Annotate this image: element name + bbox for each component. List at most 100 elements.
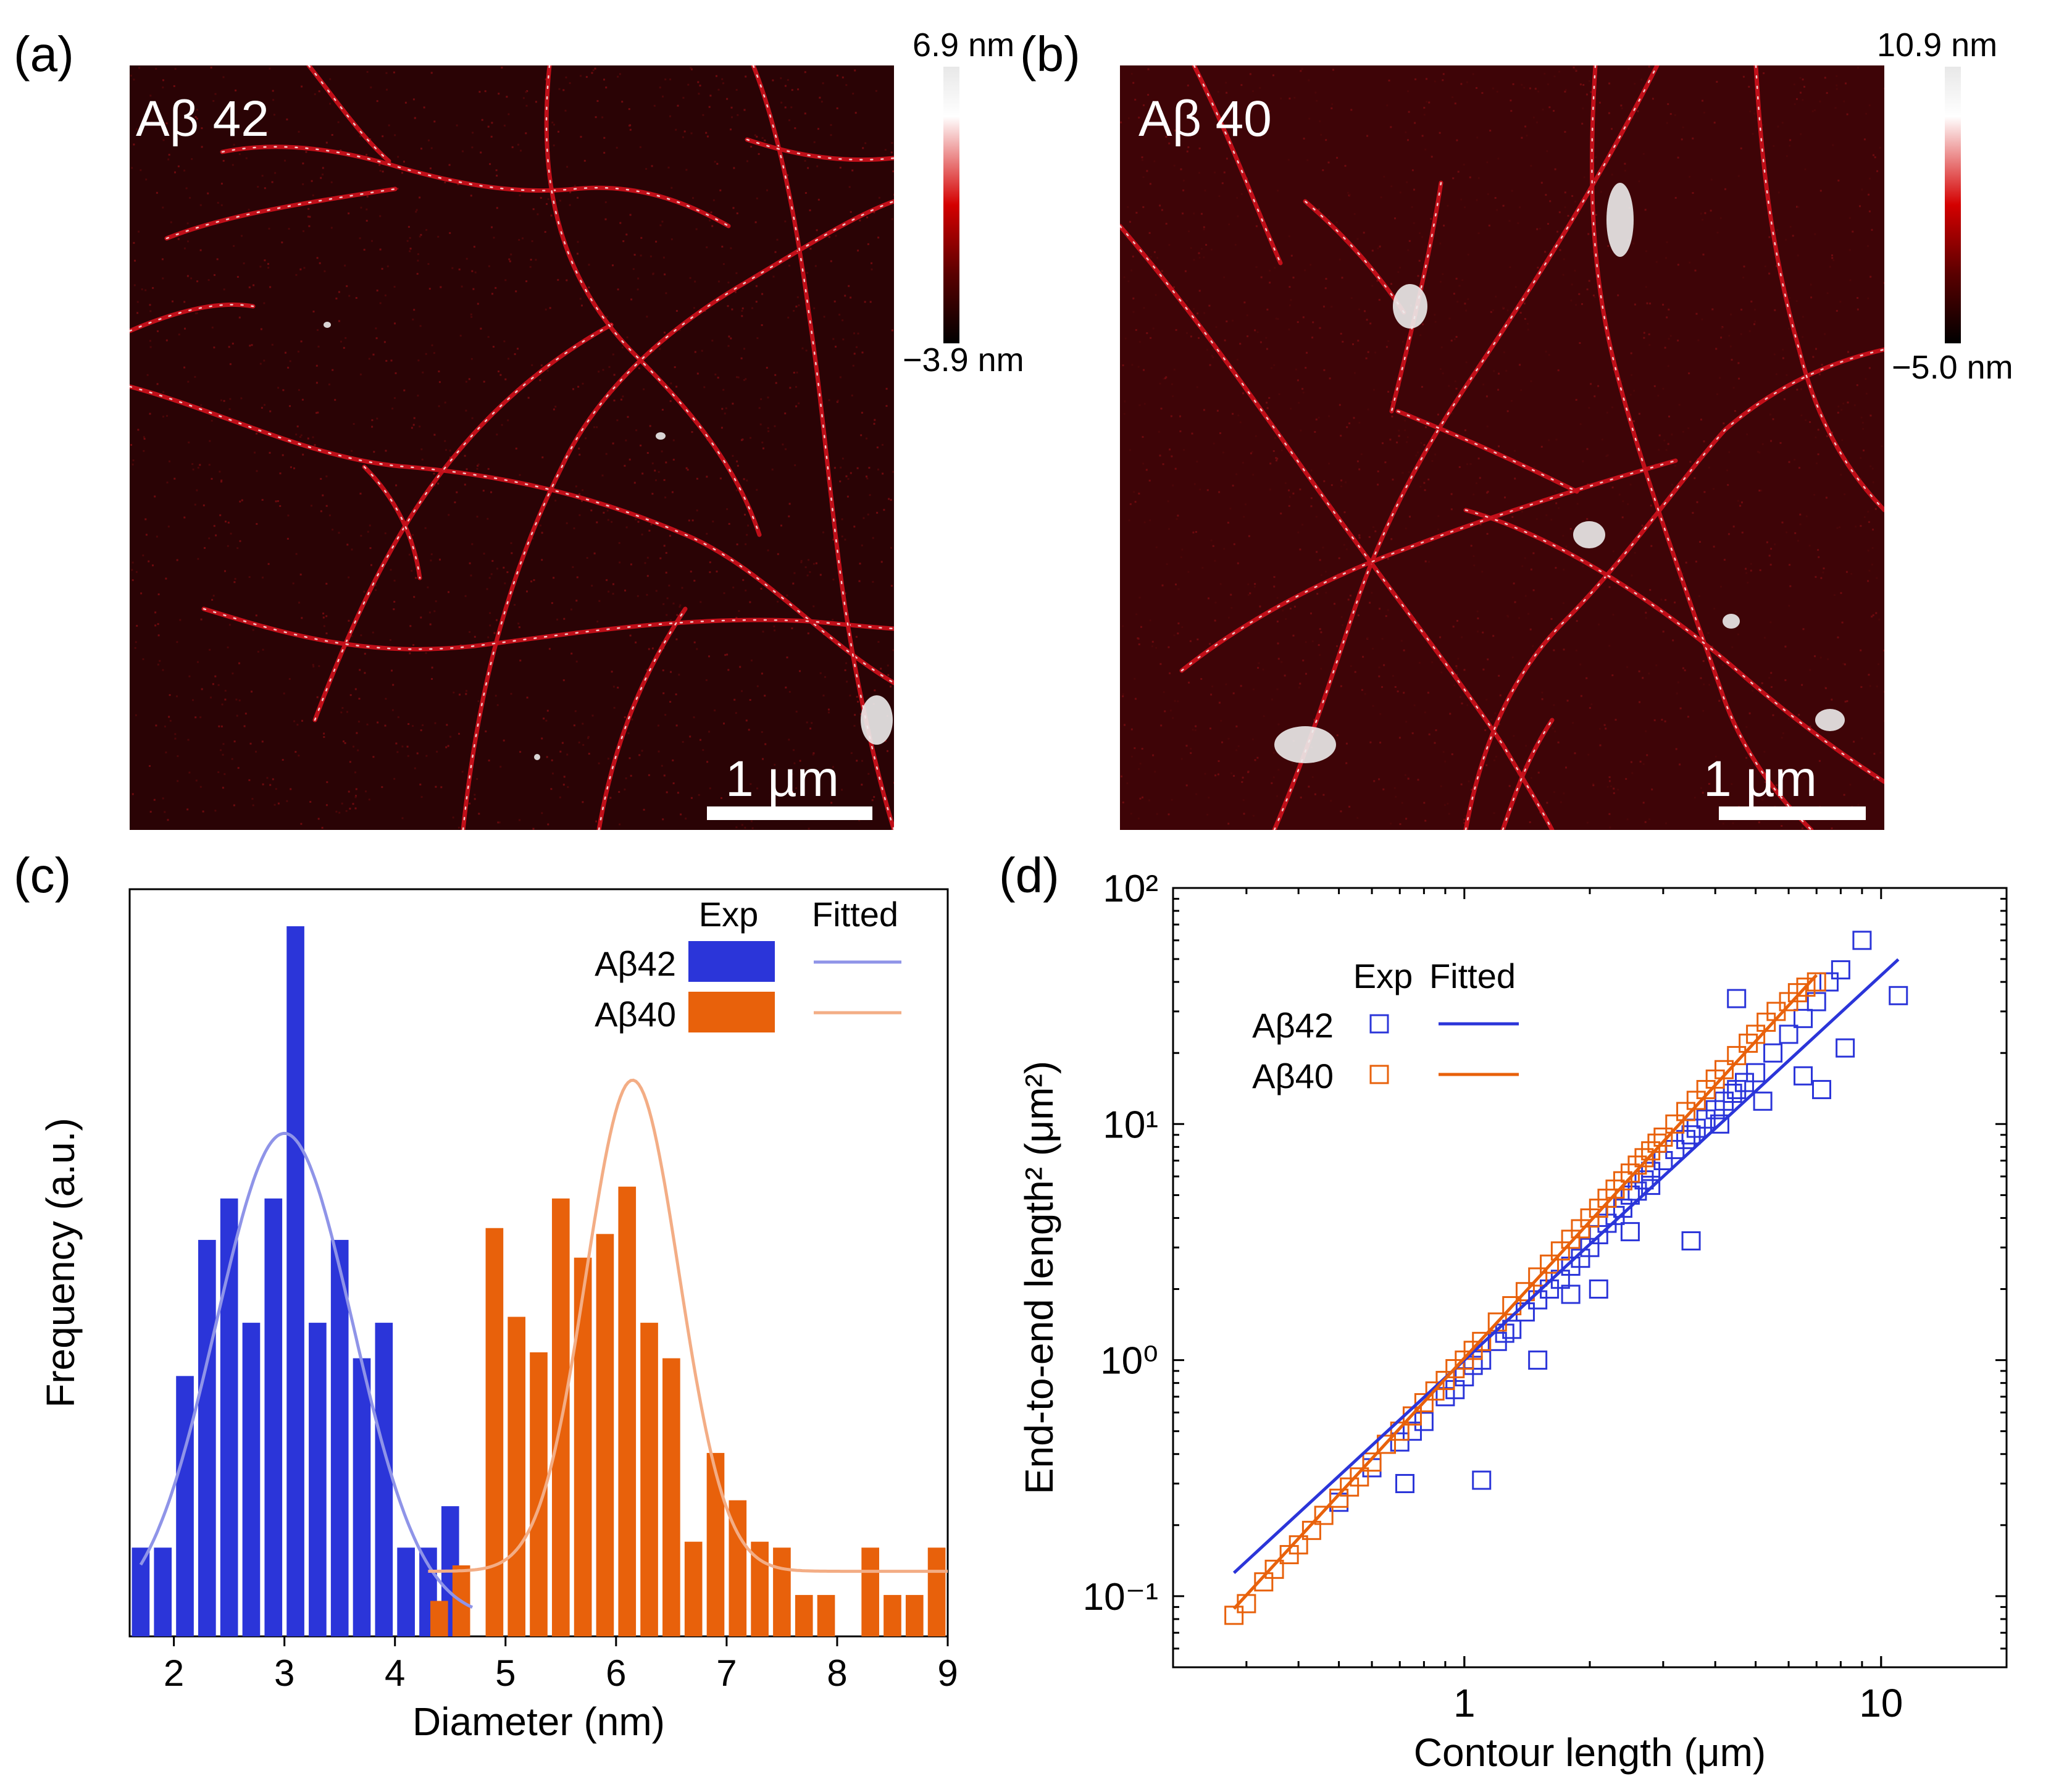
afm-fibrils-ab40 — [1120, 65, 1884, 830]
loglog-point — [1665, 1140, 1685, 1160]
colorbar-a-max: 6.9 nm — [913, 27, 1015, 64]
loglog-point — [1641, 1162, 1661, 1181]
loglog-point — [1779, 992, 1798, 1011]
loglog-point — [1705, 1100, 1725, 1120]
loglog-point — [1589, 1225, 1608, 1244]
fibril-1 — [306, 65, 391, 164]
histogram-bar — [640, 1323, 658, 1636]
loglog-series-0 — [1329, 931, 1908, 1512]
afm-background — [1120, 65, 1884, 830]
loglog-point — [1613, 1171, 1632, 1191]
loglog-point — [1819, 972, 1839, 992]
histogram-bar — [574, 1257, 592, 1636]
loglog-point — [1224, 1606, 1244, 1625]
histogram-bar — [729, 1500, 747, 1636]
loglog-point — [1653, 1151, 1673, 1171]
fibril-cluster-4 — [1274, 726, 1336, 763]
histogram-bar — [198, 1239, 216, 1636]
fibril-core-0 — [130, 385, 894, 684]
loglog-point — [1463, 1341, 1483, 1360]
histogram-x-tick-label: 4 — [385, 1652, 405, 1694]
fibril-3 — [1463, 347, 1884, 830]
loglog-point — [1580, 1208, 1600, 1228]
loglog-point — [1620, 1222, 1640, 1242]
fibril-core-1 — [1304, 200, 1405, 314]
fibril-cluster-1 — [1393, 284, 1427, 329]
scale-bar-a — [707, 806, 872, 820]
loglog-point — [1329, 1488, 1349, 1508]
loglog-y-label: End-to-end length² (μm²) — [1017, 1061, 1061, 1494]
loglog-legend-marker — [1369, 1014, 1389, 1034]
loglog-point — [1753, 1091, 1773, 1111]
histogram-bar — [220, 1198, 238, 1636]
panel-d-letter: (d) — [999, 848, 1059, 903]
loglog-point — [1350, 1467, 1369, 1487]
colorbar-a-min: −3.9 nm — [903, 341, 1024, 379]
histogram-legend-label: Aβ42 — [595, 944, 676, 983]
histogram-x-tick-label: 3 — [274, 1652, 294, 1694]
loglog-point — [1472, 1331, 1492, 1351]
fibril-cluster-5 — [1723, 614, 1740, 629]
loglog-point — [1641, 1141, 1661, 1161]
histogram-bar — [441, 1506, 459, 1636]
histogram-bar — [264, 1198, 283, 1636]
loglog-point — [1686, 1091, 1706, 1110]
histogram-y-label: Frequency (a.u.) — [38, 1118, 83, 1408]
panel-b-letter: (b) — [1020, 27, 1080, 82]
loglog-point — [1515, 1282, 1535, 1302]
histogram-bar — [861, 1547, 879, 1636]
loglog-point — [1620, 1185, 1640, 1205]
histogram-bar — [773, 1547, 791, 1636]
loglog-point — [1807, 972, 1826, 992]
histogram-legend-header-fitted: Fitted — [812, 895, 898, 934]
loglog-point — [1390, 1432, 1410, 1452]
fibril-cluster-1 — [656, 432, 666, 440]
scale-bar-b — [1719, 806, 1866, 820]
histogram-fit-line — [139, 1131, 474, 1609]
loglog-frame — [1172, 887, 2008, 1668]
loglog-point — [1414, 1412, 1434, 1431]
fibril-core-6 — [1180, 459, 1677, 672]
histogram-series-1 — [430, 1186, 946, 1636]
loglog-point — [1395, 1474, 1415, 1494]
loglog-point — [1852, 931, 1872, 950]
loglog-y-tick-label: 10⁰ — [1100, 1340, 1158, 1383]
loglog-point — [1597, 1213, 1617, 1233]
loglog-point — [1340, 1477, 1360, 1497]
loglog-point — [1445, 1359, 1465, 1378]
histogram-bar — [330, 1239, 349, 1636]
loglog-point — [1794, 1066, 1813, 1086]
loglog-point — [1634, 1148, 1654, 1168]
loglog-point — [1502, 1320, 1522, 1339]
loglog-point — [1561, 1229, 1581, 1249]
loglog-point — [1605, 1179, 1625, 1199]
loglog-point — [1390, 1421, 1410, 1441]
loglog-point — [1314, 1505, 1334, 1525]
loglog-point — [1502, 1296, 1522, 1316]
loglog-point — [1455, 1367, 1474, 1387]
scale-bar-label-b: 1 µm — [1703, 751, 1817, 807]
fibril-core-2 — [221, 146, 730, 227]
loglog-point — [1540, 1279, 1560, 1299]
histogram-bar — [751, 1541, 769, 1636]
histogram-legend-swatch — [688, 992, 775, 1032]
colorbar-b-min: −5.0 nm — [1892, 349, 2013, 386]
loglog-point — [1362, 1458, 1382, 1478]
fibril-cluster-0 — [324, 322, 331, 328]
loglog-point — [1589, 1279, 1608, 1299]
loglog-point — [1831, 960, 1850, 980]
histogram-legend-swatch — [688, 941, 775, 982]
fibril-core-7 — [203, 608, 894, 650]
fibril-cluster-2 — [861, 695, 893, 745]
histogram-bar — [430, 1601, 448, 1636]
histogram-bar — [596, 1234, 614, 1636]
loglog-point — [1627, 1155, 1647, 1175]
histogram-bar — [309, 1323, 327, 1636]
loglog-point — [1237, 1594, 1256, 1614]
loglog-point — [1289, 1535, 1308, 1555]
loglog-point — [1757, 1012, 1776, 1032]
histogram-bar — [551, 1198, 570, 1636]
afm-image-ab42: Aβ 42 1 µm — [130, 65, 894, 830]
fibril-5 — [461, 199, 894, 830]
loglog-point — [1686, 1118, 1706, 1138]
